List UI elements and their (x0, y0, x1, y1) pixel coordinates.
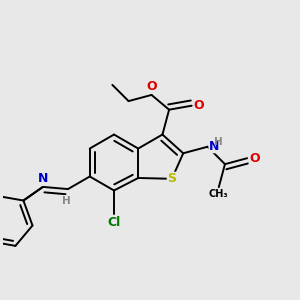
Text: N: N (209, 140, 219, 153)
Text: O: O (194, 99, 204, 112)
Text: Cl: Cl (107, 216, 121, 229)
Text: CH₃: CH₃ (209, 189, 229, 199)
Text: H: H (214, 137, 223, 147)
Text: O: O (249, 152, 260, 165)
Text: O: O (146, 80, 157, 93)
Text: H: H (62, 196, 71, 206)
Text: S: S (167, 172, 176, 185)
Text: N: N (38, 172, 48, 185)
